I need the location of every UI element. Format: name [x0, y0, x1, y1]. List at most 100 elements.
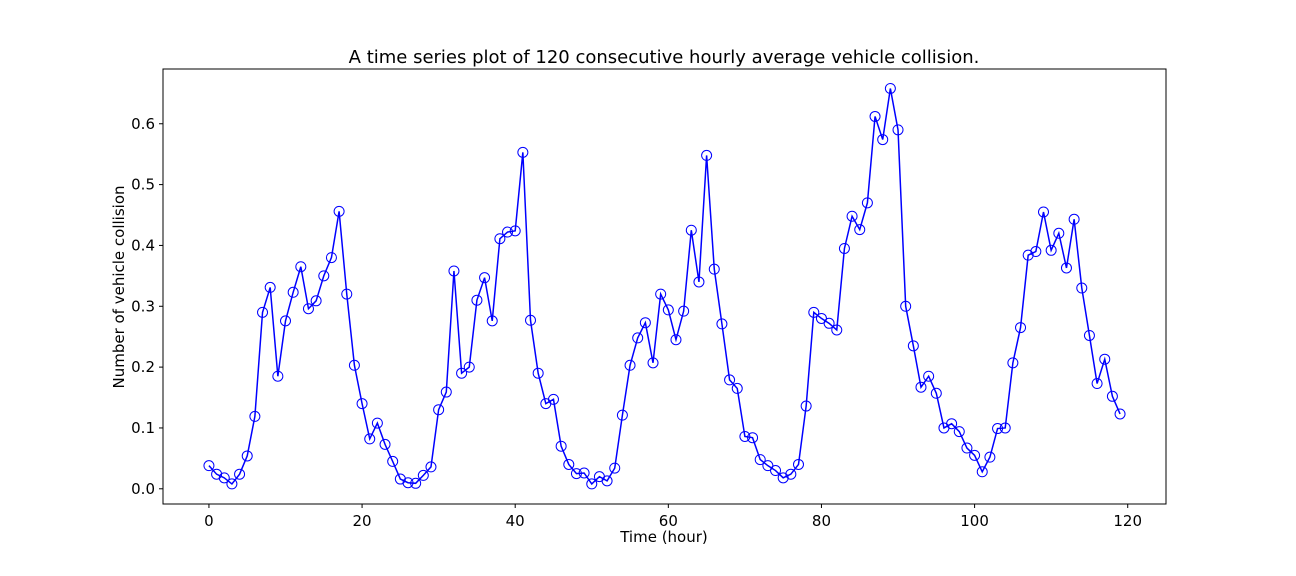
data-point-marker — [892, 124, 904, 136]
data-point-marker — [417, 469, 429, 481]
data-point-marker — [1060, 262, 1072, 274]
data-point-marker — [433, 404, 445, 416]
data-point-marker — [1106, 390, 1118, 402]
data-point-marker — [639, 317, 651, 329]
data-point-marker — [502, 226, 514, 238]
data-point-marker — [670, 334, 682, 346]
data-point-marker — [739, 430, 751, 442]
series-markers — [203, 82, 1126, 490]
data-point-marker — [440, 386, 452, 398]
data-point-marker — [923, 370, 935, 382]
data-point-marker — [877, 134, 889, 146]
data-point-marker — [1099, 353, 1111, 365]
x-tick-label: 60 — [659, 512, 678, 530]
data-point-marker — [1015, 322, 1027, 334]
data-point-marker — [379, 438, 391, 450]
data-point-marker — [900, 300, 912, 312]
data-point-marker — [662, 304, 674, 316]
data-point-marker — [754, 454, 766, 466]
x-axis-label: Time (hour) — [619, 528, 708, 546]
data-point-marker — [1083, 329, 1095, 341]
data-point-marker — [861, 197, 873, 209]
data-point-marker — [678, 305, 690, 317]
y-tick-label: 0.3 — [131, 297, 155, 315]
data-point-marker — [525, 314, 537, 326]
data-point-marker — [280, 315, 291, 327]
data-point-marker — [494, 233, 506, 245]
data-point-marker — [410, 477, 422, 489]
data-point-marker — [333, 205, 345, 217]
plot-area-frame — [162, 68, 1167, 505]
data-point-marker — [999, 422, 1011, 434]
data-point-marker — [234, 468, 246, 480]
data-point-marker — [371, 417, 383, 429]
data-point-marker — [792, 458, 804, 470]
data-point-marker — [731, 382, 743, 394]
data-point-marker — [479, 272, 491, 284]
data-point-marker — [785, 468, 797, 480]
data-point-marker — [264, 281, 276, 293]
data-point-marker — [854, 224, 866, 236]
data-point-marker — [884, 82, 896, 94]
data-point-marker — [356, 398, 368, 410]
y-tick-label: 0.0 — [131, 480, 155, 498]
data-point-marker — [846, 210, 858, 222]
data-point-marker — [586, 478, 598, 490]
data-point-marker — [570, 468, 582, 480]
data-point-marker — [992, 423, 1004, 435]
data-point-marker — [302, 303, 314, 315]
data-point-marker — [295, 261, 307, 273]
data-point-marker — [547, 393, 559, 405]
data-point-marker — [425, 461, 437, 473]
data-point-marker — [310, 295, 322, 307]
data-point-marker — [808, 306, 820, 318]
data-point-marker — [815, 312, 827, 324]
data-point-marker — [471, 294, 483, 306]
data-point-marker — [348, 359, 360, 371]
data-point-marker — [318, 270, 330, 282]
x-tick-label: 120 — [1113, 512, 1142, 530]
data-point-marker — [976, 466, 988, 478]
data-point-marker — [509, 225, 521, 237]
data-point-marker — [448, 265, 460, 277]
data-point-marker — [402, 477, 414, 489]
y-tick-label: 0.2 — [131, 358, 155, 376]
data-point-marker — [632, 332, 644, 344]
data-point-marker — [647, 357, 659, 369]
data-point-marker — [272, 370, 284, 382]
data-point-marker — [325, 252, 337, 264]
data-point-marker — [609, 462, 621, 474]
x-tick-label: 80 — [812, 512, 831, 530]
data-point-marker — [1068, 213, 1080, 225]
data-point-marker — [1091, 378, 1103, 390]
data-point-marker — [287, 286, 299, 298]
data-point-marker — [831, 324, 843, 336]
data-point-marker — [555, 440, 567, 452]
data-point-marker — [969, 449, 981, 461]
y-tick-label: 0.6 — [131, 115, 155, 133]
data-point-marker — [1053, 227, 1065, 239]
data-point-marker — [685, 224, 697, 236]
x-tick-label: 0 — [204, 512, 214, 530]
data-point-marker — [257, 306, 269, 318]
data-point-marker — [770, 465, 782, 477]
x-tick-label: 20 — [353, 512, 372, 530]
y-tick-label: 0.5 — [131, 176, 155, 194]
data-point-marker — [463, 361, 475, 373]
data-point-marker — [693, 276, 705, 288]
data-point-marker — [387, 455, 399, 467]
data-point-marker — [203, 460, 215, 472]
data-point-marker — [655, 288, 667, 300]
data-point-marker — [364, 433, 376, 445]
data-point-marker — [226, 478, 238, 490]
data-point-marker — [1038, 206, 1049, 218]
data-point-marker — [563, 458, 575, 470]
data-point-marker — [624, 359, 636, 371]
data-point-marker — [907, 340, 919, 352]
x-axis: 0 20 40 60 80 100 120 — [204, 504, 1142, 530]
data-point-marker — [724, 374, 736, 386]
y-axis: 0.0 0.1 0.2 0.3 0.4 0.5 0.6 — [131, 115, 163, 498]
data-point-marker — [1114, 408, 1126, 420]
data-point-marker — [800, 400, 812, 412]
data-point-marker — [486, 315, 498, 327]
